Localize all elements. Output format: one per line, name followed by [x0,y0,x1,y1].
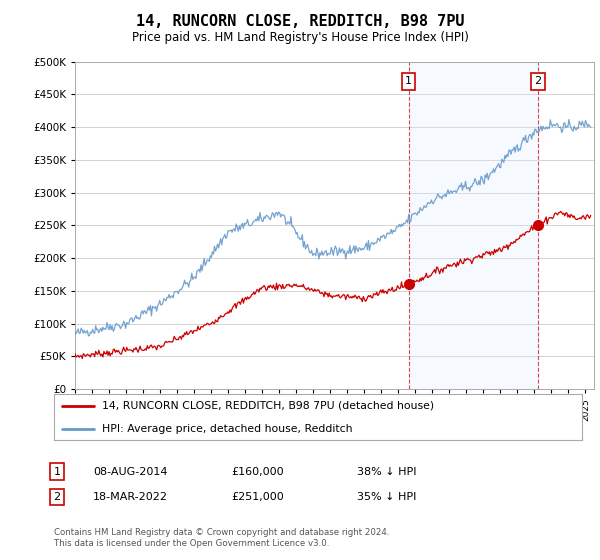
Text: 08-AUG-2014: 08-AUG-2014 [93,466,167,477]
Text: 18-MAR-2022: 18-MAR-2022 [93,492,168,502]
Text: £160,000: £160,000 [231,466,284,477]
Text: 14, RUNCORN CLOSE, REDDITCH, B98 7PU: 14, RUNCORN CLOSE, REDDITCH, B98 7PU [136,14,464,29]
Text: 2: 2 [535,76,542,86]
Text: Contains HM Land Registry data © Crown copyright and database right 2024.
This d: Contains HM Land Registry data © Crown c… [54,528,389,548]
Text: 38% ↓ HPI: 38% ↓ HPI [357,466,416,477]
Text: 14, RUNCORN CLOSE, REDDITCH, B98 7PU (detached house): 14, RUNCORN CLOSE, REDDITCH, B98 7PU (de… [101,400,434,410]
Text: 1: 1 [53,466,61,477]
Text: 2: 2 [53,492,61,502]
Text: 35% ↓ HPI: 35% ↓ HPI [357,492,416,502]
Text: HPI: Average price, detached house, Redditch: HPI: Average price, detached house, Redd… [101,423,352,433]
Text: 1: 1 [405,76,412,86]
Text: Price paid vs. HM Land Registry's House Price Index (HPI): Price paid vs. HM Land Registry's House … [131,31,469,44]
Bar [409,62,538,389]
Text: £251,000: £251,000 [231,492,284,502]
